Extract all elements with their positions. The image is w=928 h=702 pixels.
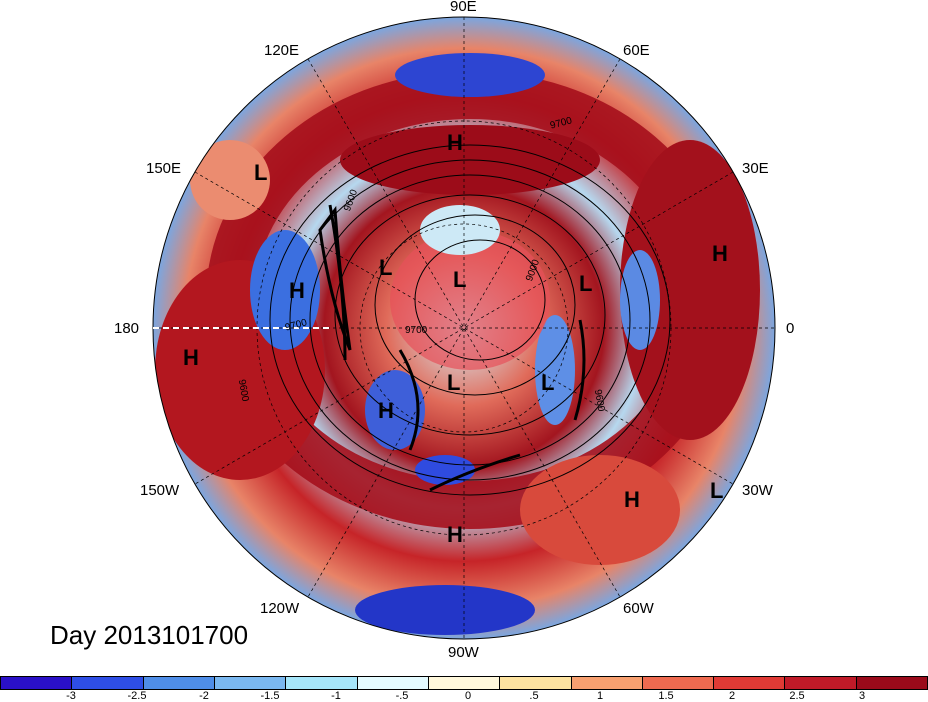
low-pressure-marker: L xyxy=(254,160,268,185)
high-pressure-marker: H xyxy=(447,522,463,547)
contour-label: 9700 xyxy=(405,325,428,336)
colorbar-tick: -.5 xyxy=(395,690,409,702)
height-contours xyxy=(269,144,671,496)
high-pressure-marker: H xyxy=(289,278,305,303)
lon-label-180: 180 xyxy=(114,320,140,337)
colorbar-segment xyxy=(143,677,215,689)
lon-label-120w: 120W xyxy=(260,600,300,617)
low-pressure-marker: L xyxy=(453,267,467,292)
colorbar-segment xyxy=(856,677,928,689)
colorbar-segment xyxy=(428,677,501,689)
colorbar-segment xyxy=(642,677,715,689)
date-label: Day 2013101700 xyxy=(50,620,249,650)
colorbar-tick: 0 xyxy=(464,690,472,702)
lon-label-150w: 150W xyxy=(140,482,180,499)
high-pressure-marker: H xyxy=(624,487,640,512)
colorbar-tick: -2.5 xyxy=(127,690,147,702)
colorbar xyxy=(0,676,928,690)
lon-label-60w: 60W xyxy=(623,600,654,617)
lon-label-150e: 150E xyxy=(146,160,182,177)
colorbar-segment xyxy=(571,677,643,689)
colorbar-segment xyxy=(214,677,287,689)
low-pressure-marker: L xyxy=(541,370,555,395)
colorbar-tick: -1.5 xyxy=(260,690,280,702)
lon-label-120e: 120E xyxy=(264,42,300,59)
colorbar-tick: -3 xyxy=(66,690,76,702)
high-pressure-marker: H xyxy=(447,130,463,155)
colorbar-tick: 3 xyxy=(858,690,866,702)
colorbar-tick: -2 xyxy=(199,690,209,702)
colorbar-segment xyxy=(785,677,857,689)
colorbar-segment xyxy=(1,677,73,689)
colorbar-segment xyxy=(72,677,144,689)
colorbar-segment xyxy=(357,677,429,689)
colorbar-tick: 2.5 xyxy=(789,690,805,702)
low-pressure-marker: L xyxy=(710,478,724,503)
lon-label-90e: 90E xyxy=(450,0,477,15)
high-pressure-marker: H xyxy=(712,241,728,266)
high-pressure-marker: H xyxy=(183,345,199,370)
lon-label-90w: 90W xyxy=(448,644,479,661)
colorbar-tick: 2 xyxy=(728,690,736,702)
colorbar-tick: -1 xyxy=(331,690,341,702)
lon-label-30e: 30E xyxy=(742,160,769,177)
lon-label-0: 0 xyxy=(786,320,795,337)
colorbar-tick: .5 xyxy=(529,690,539,702)
low-pressure-marker: L xyxy=(447,370,461,395)
low-pressure-marker: L xyxy=(379,255,393,280)
colorbar-segment xyxy=(286,677,358,689)
lon-label-60e: 60E xyxy=(623,42,650,59)
lon-label-30w: 30W xyxy=(742,482,773,499)
low-pressure-marker: L xyxy=(579,271,593,296)
colorbar-segment xyxy=(500,677,572,689)
colorbar-segment xyxy=(714,677,786,689)
high-pressure-marker: H xyxy=(378,398,394,423)
colorbar-tick: 1 xyxy=(596,690,604,702)
anomaly-field xyxy=(153,17,775,639)
colorbar-tick: 1.5 xyxy=(658,690,674,702)
